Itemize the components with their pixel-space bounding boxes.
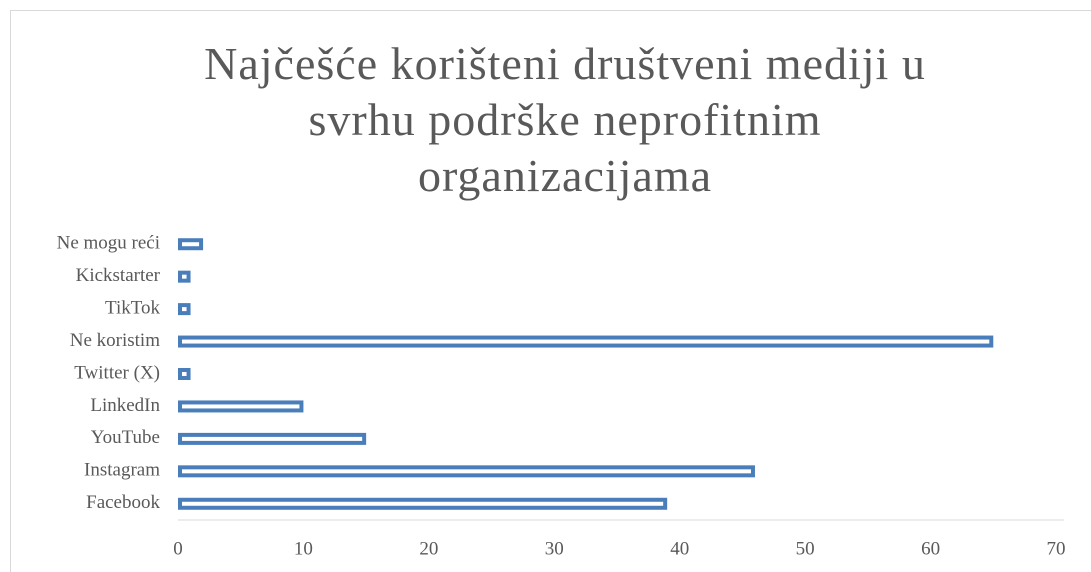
- bar: [178, 303, 191, 316]
- y-tick-label: Ne koristim: [70, 330, 160, 351]
- y-tick-label: Twitter (X): [74, 362, 160, 383]
- x-tick-label: 10: [294, 538, 313, 559]
- bar: [178, 238, 204, 251]
- y-tick-label: Kickstarter: [76, 265, 161, 286]
- x-tick-label: 50: [796, 538, 815, 559]
- x-tick-label: 70: [1047, 538, 1066, 559]
- y-tick-label: Ne mogu reći: [57, 233, 160, 254]
- y-tick-label: Instagram: [84, 460, 160, 481]
- x-tick-label: 40: [670, 538, 689, 559]
- bar: [178, 270, 191, 283]
- bar: [178, 368, 191, 380]
- bar: [178, 465, 755, 478]
- bar: [178, 497, 668, 510]
- x-tick-label: 20: [419, 538, 438, 559]
- chart-border: [10, 10, 1091, 572]
- y-tick-label: Facebook: [86, 492, 160, 513]
- bar: [178, 432, 367, 445]
- y-tick-label: TikTok: [105, 297, 160, 318]
- y-tick-label: YouTube: [91, 427, 160, 448]
- chart-title: Najčešće korišteni društveni mediji u sv…: [204, 38, 926, 201]
- bar: [178, 335, 994, 348]
- x-tick-label: 60: [921, 538, 940, 559]
- y-tick-label: LinkedIn: [90, 395, 160, 416]
- x-tick-label: 0: [173, 538, 183, 559]
- bar: [178, 400, 304, 413]
- x-tick-label: 30: [545, 538, 564, 559]
